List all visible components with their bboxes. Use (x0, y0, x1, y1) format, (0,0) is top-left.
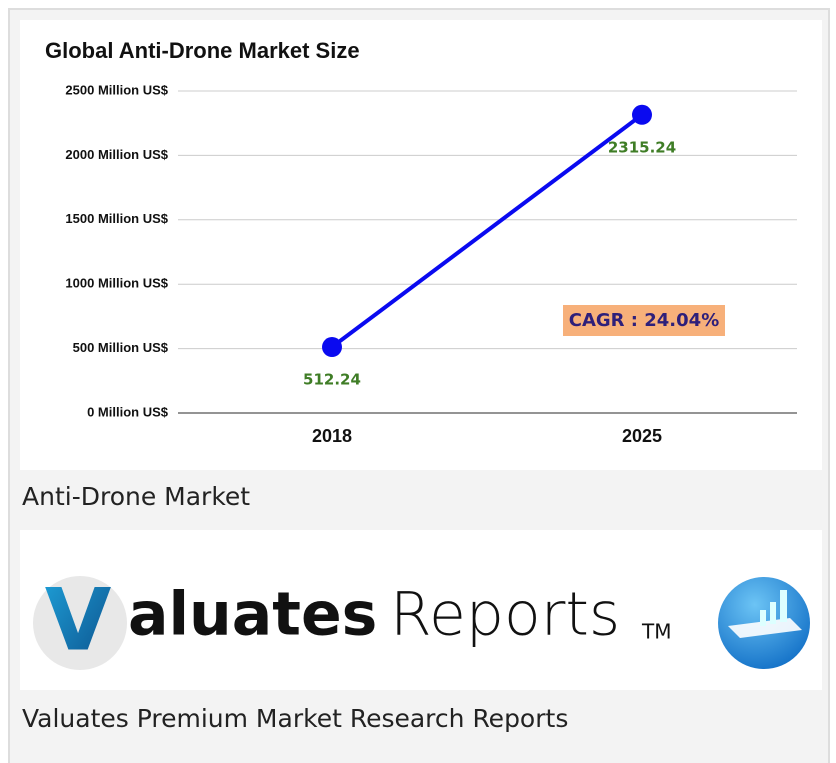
logo-letter: V (45, 570, 112, 670)
annotation-bg (563, 305, 725, 336)
caption: Valuates Premium Market Research Reports (22, 704, 569, 733)
logo-icon-base (728, 618, 802, 638)
logo-icon-bar (770, 602, 776, 624)
chart: Global Anti-Drone Market Size 0 Million … (45, 38, 797, 446)
y-tick-label: 2000 Million US$ (65, 147, 168, 162)
x-tick-label: 2025 (622, 426, 662, 446)
logo-panel: V aluates Reports TM (20, 530, 822, 690)
point (322, 337, 342, 358)
logo-tm: TM (641, 620, 671, 644)
frame: Global Anti-Drone Market Size 0 Million … (8, 8, 830, 763)
chart-title: Global Anti-Drone Market Size (45, 38, 360, 63)
line (330, 113, 644, 349)
y-tick-label: 2500 Million US$ (65, 82, 168, 97)
value-label: 512.24 (303, 371, 361, 389)
logo-icon-bar (780, 590, 787, 622)
annotation: CAGR : 24.04% (569, 310, 719, 331)
y-tick-label: 0 Million US$ (87, 404, 169, 419)
y-tick-label: 1000 Million US$ (65, 276, 168, 291)
point (632, 104, 652, 125)
y-tick-label: 500 Million US$ (73, 340, 169, 355)
logo-text: Reports (390, 580, 620, 650)
caption: Anti-Drone Market (22, 482, 251, 511)
logo-icon-bar (760, 610, 766, 626)
logo-text: aluates (128, 580, 377, 650)
logo-circle (33, 576, 127, 670)
y-tick-label: 1500 Million US$ (65, 211, 168, 226)
logo: V aluates Reports TM (33, 570, 810, 670)
value-label: 2315.24 (608, 138, 676, 156)
chart-panel: Global Anti-Drone Market Size 0 Million … (20, 20, 822, 470)
x-tick-label: 2018 (312, 426, 352, 446)
